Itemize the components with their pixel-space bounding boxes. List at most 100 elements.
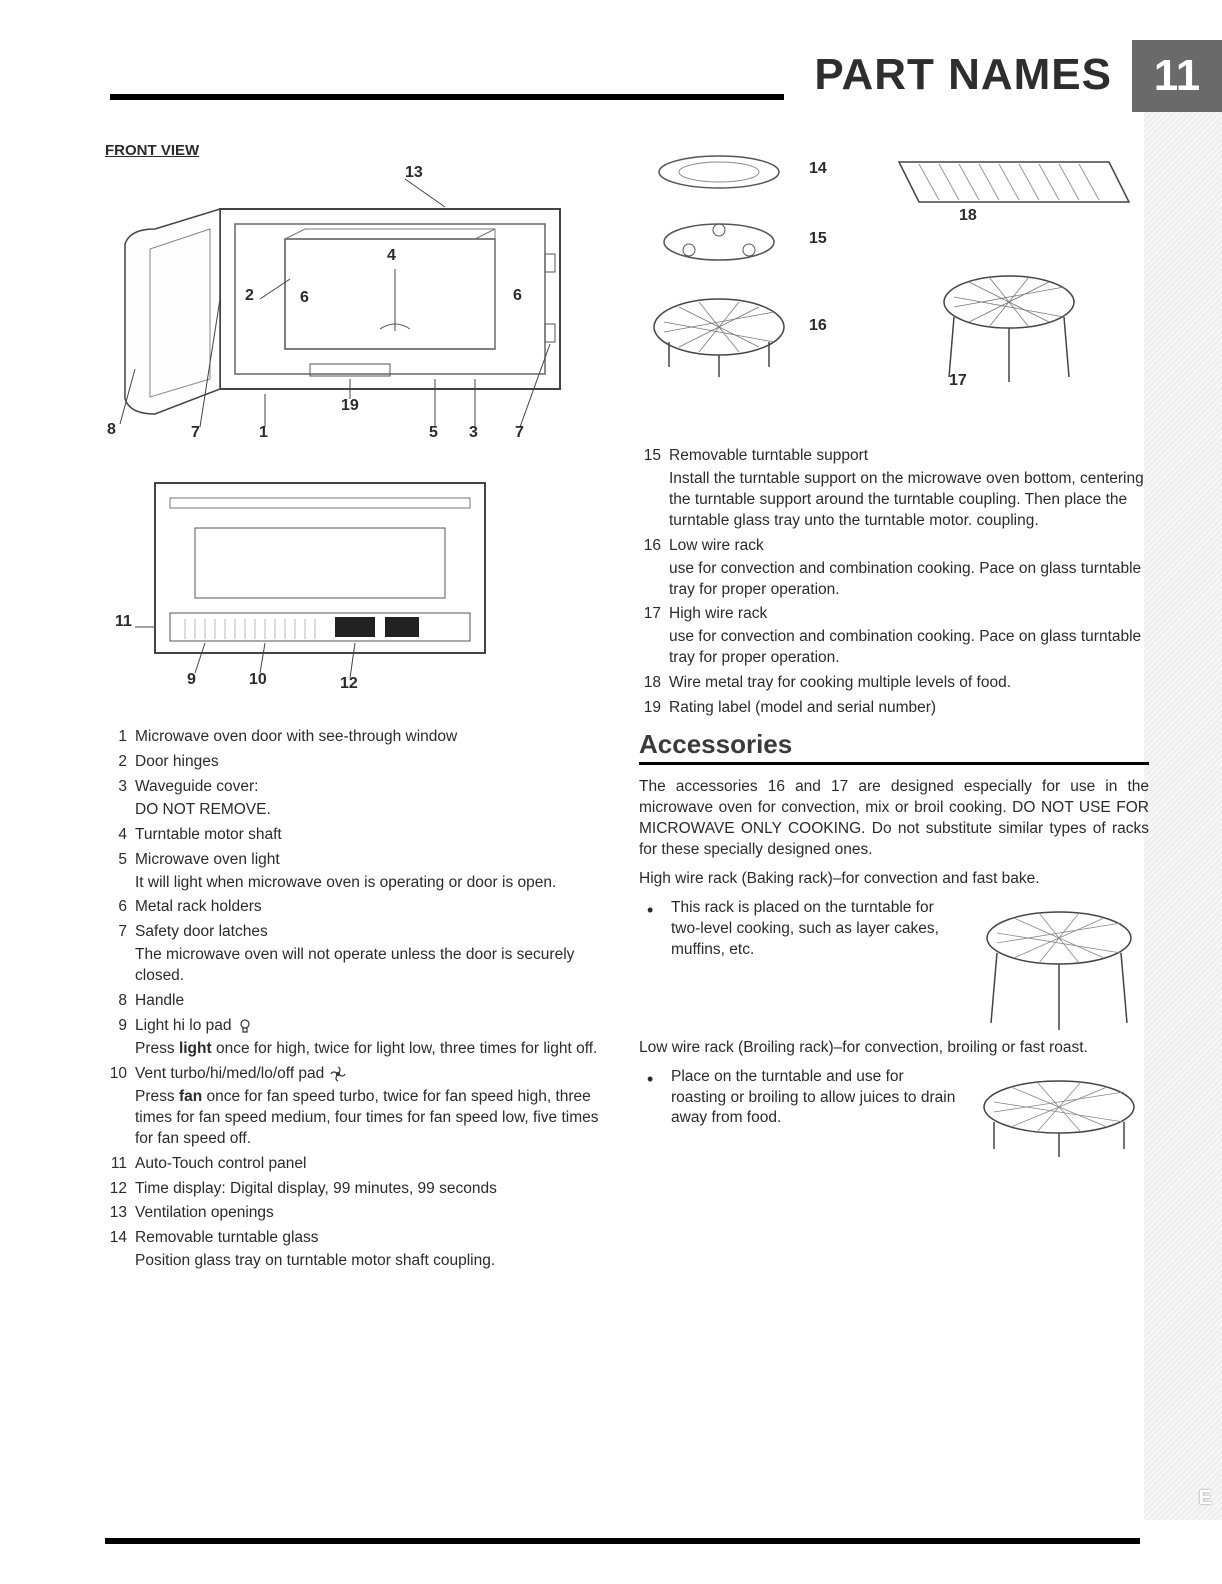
part-item-2: 2Door hinges [105,752,615,773]
part-item-6: 6Metal rack holders [105,897,615,918]
header-bar: PART NAMES 11 [0,40,1222,112]
front-panel-figure: 11 9 10 12 [135,473,505,703]
accessories-para3: Low wire rack (Broiling rack)–for convec… [639,1038,1149,1059]
part-item-13: 13Ventilation openings [105,1203,615,1224]
callout-11: 11 [115,613,132,631]
callout-14: 14 [809,160,827,178]
bottom-rule [105,1538,1140,1544]
page-number: 11 [1154,51,1201,101]
callout-12: 12 [340,675,358,693]
accessories-figure: 14 15 16 18 17 [639,142,1139,422]
parts-list-right: 15Removable turntable supportInstall the… [639,446,1149,719]
part-text: Microwave oven door with see-through win… [135,727,615,748]
callout-7b: 7 [515,424,524,442]
part-number: 13 [105,1203,135,1224]
callout-15: 15 [809,230,827,248]
part-text: Wire metal tray for cooking multiple lev… [669,673,1149,694]
part-item-12: 12Time display: Digital display, 99 minu… [105,1179,615,1200]
part-number: 17 [639,604,669,669]
part-number: 4 [105,825,135,846]
part-text: Auto-Touch control panel [135,1154,615,1175]
part-subtext: use for convection and combination cooki… [669,559,1149,601]
callout-18: 18 [959,207,977,225]
part-item-9: 9Light hi lo pad Press light once for hi… [105,1016,615,1060]
callout-9: 9 [187,671,196,689]
callout-16: 16 [809,317,827,335]
part-item-1: 1Microwave oven door with see-through wi… [105,727,615,748]
part-item-7: 7Safety door latchesThe microwave oven w… [105,922,615,987]
accessories-para1: The accessories 16 and 17 are designed e… [639,777,1149,861]
part-number: 19 [639,698,669,719]
part-text: Metal rack holders [135,897,615,918]
low-rack-illustration [969,1067,1149,1167]
part-number: 7 [105,922,135,987]
part-item-17: 17High wire rackuse for convection and c… [639,604,1149,669]
part-item-19: 19Rating label (model and serial number) [639,698,1149,719]
part-number: 16 [639,536,669,601]
page-number-box: 11 [1132,40,1222,112]
part-number: 3 [105,777,135,821]
microwave-front-figure: 13 4 2 6 6 19 8 7 1 5 3 7 [105,169,585,449]
left-column: FRONT VIEW [105,142,615,1276]
accessories-svg [639,142,1139,422]
part-item-11: 11Auto-Touch control panel [105,1154,615,1175]
callout-7: 7 [191,424,200,442]
right-column: 14 15 16 18 17 15Removable turntable sup… [639,142,1149,1276]
part-number: 14 [105,1228,135,1272]
callout-17: 17 [949,372,967,390]
part-subtext: The microwave oven will not operate unle… [135,945,615,987]
part-text: Microwave oven lightIt will light when m… [135,850,615,894]
part-item-18: 18Wire metal tray for cooking multiple l… [639,673,1149,694]
callout-4: 4 [387,247,396,265]
part-subtext: DO NOT REMOVE. [135,800,615,821]
callout-13: 13 [405,164,423,182]
callout-2: 2 [245,287,254,305]
part-subtext: Press fan once for fan speed turbo, twic… [135,1087,615,1150]
part-text: Waveguide cover:DO NOT REMOVE. [135,777,615,821]
part-number: 5 [105,850,135,894]
accessories-block-1: This rack is placed on the turntable for… [639,898,1149,1038]
part-number: 12 [105,1179,135,1200]
part-text: Rating label (model and serial number) [669,698,1149,719]
part-number: 10 [105,1064,135,1150]
fan-icon [329,1065,347,1083]
front-panel-svg [135,473,505,693]
bullet-2-text: Place on the turntable and use for roast… [671,1067,959,1130]
header-rule [110,40,784,100]
part-text: Removable turntable glassPosition glass … [135,1228,615,1272]
part-item-3: 3Waveguide cover:DO NOT REMOVE. [105,777,615,821]
part-text: Time display: Digital display, 99 minute… [135,1179,615,1200]
content: FRONT VIEW [105,142,1165,1276]
part-text: Removable turntable supportInstall the t… [669,446,1149,532]
part-item-15: 15Removable turntable supportInstall the… [639,446,1149,532]
callout-5: 5 [429,424,438,442]
callout-10: 10 [249,671,267,689]
page: E PART NAMES 11 FRONT VIEW [0,0,1222,1584]
part-text: Handle [135,991,615,1012]
part-item-4: 4Turntable motor shaft [105,825,615,846]
part-subtext: Position glass tray on turntable motor s… [135,1251,615,1272]
accessories-heading: Accessories [639,729,1149,765]
part-number: 1 [105,727,135,748]
part-text: Door hinges [135,752,615,773]
part-number: 9 [105,1016,135,1060]
part-text: Turntable motor shaft [135,825,615,846]
side-badge: E [1199,1487,1212,1510]
callout-6: 6 [300,289,309,307]
accessories-block-2: Place on the turntable and use for roast… [639,1067,1149,1167]
part-number: 15 [639,446,669,532]
part-number: 8 [105,991,135,1012]
part-text: Vent turbo/hi/med/lo/off pad Press fan o… [135,1064,615,1150]
part-item-10: 10Vent turbo/hi/med/lo/off pad Press fan… [105,1064,615,1150]
part-subtext: Press light once for high, twice for lig… [135,1039,615,1060]
bullet-1: This rack is placed on the turntable for… [639,898,959,961]
part-item-14: 14Removable turntable glassPosition glas… [105,1228,615,1272]
part-number: 18 [639,673,669,694]
bullet-1-text: This rack is placed on the turntable for… [671,898,959,961]
part-subtext: It will light when microwave oven is ope… [135,873,615,894]
part-item-16: 16Low wire rackuse for convection and co… [639,536,1149,601]
part-item-8: 8Handle [105,991,615,1012]
part-text: Light hi lo pad Press light once for hig… [135,1016,615,1060]
part-number: 2 [105,752,135,773]
part-number: 6 [105,897,135,918]
